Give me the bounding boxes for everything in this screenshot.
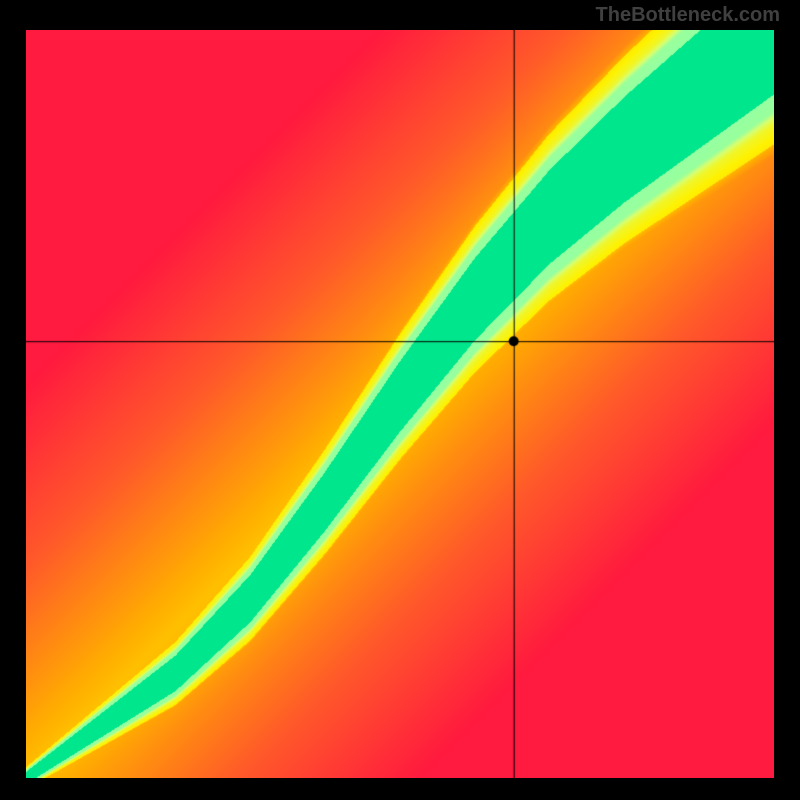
bottleneck-heatmap — [26, 30, 774, 778]
watermark-text: TheBottleneck.com — [596, 4, 780, 27]
chart-container: TheBottleneck.com — [0, 0, 800, 800]
